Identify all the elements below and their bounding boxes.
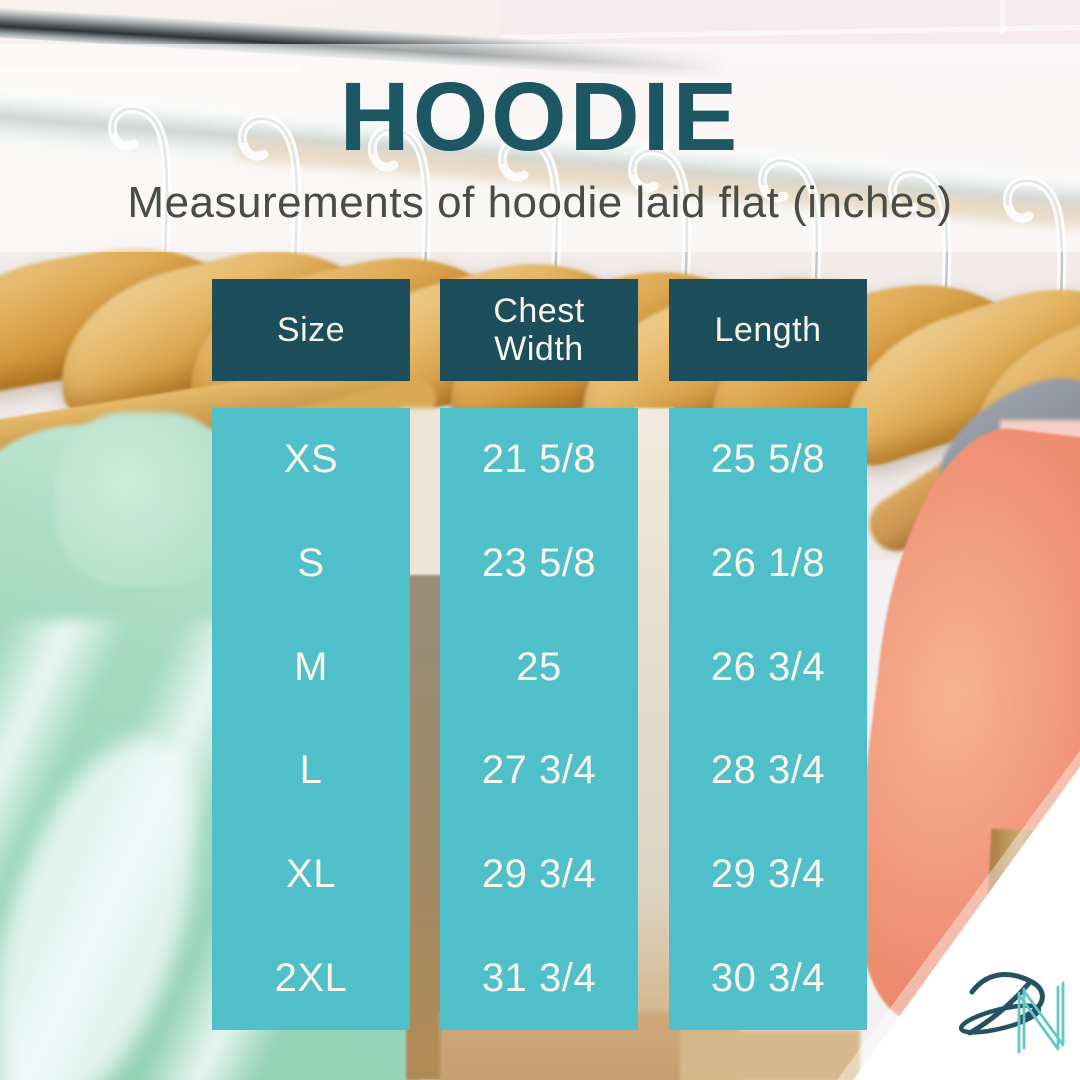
tile-mortar-joint	[1000, 0, 1005, 34]
logo-letter-d	[958, 972, 1045, 1036]
cream-knit-garment	[634, 408, 674, 1080]
logo-letter-n	[1017, 981, 1065, 1054]
length-column-header: Length	[669, 279, 867, 381]
chest-width-cell: 27 3/4	[481, 748, 597, 793]
size-cell: M	[294, 644, 328, 689]
size-cell: 2XL	[274, 955, 348, 1000]
size-cell: S	[297, 540, 325, 585]
length-cell: 26 3/4	[710, 644, 826, 689]
dn-logo	[958, 972, 1065, 1054]
length-column: Length 25 5/8 26 1/8 26 3/4 28 3/4 29 3/…	[669, 279, 867, 1030]
chest-width-cell: 25	[516, 644, 562, 689]
size-cell: L	[299, 748, 323, 793]
chest-width-column: Chest Width 21 5/8 23 5/8 25 27 3/4 29 3…	[440, 279, 638, 1030]
mint-knit-sleeve	[55, 412, 235, 587]
wooden-pole	[406, 575, 444, 1080]
size-column: Size XS S M L XL 2XL	[212, 279, 410, 1030]
chest-width-cell: 29 3/4	[481, 851, 597, 896]
title-wash-overlay	[0, 44, 1080, 252]
page-subtitle: Measurements of hoodie laid flat (inches…	[127, 177, 953, 227]
length-cell: 26 1/8	[710, 540, 826, 585]
chest-width-column-body: 21 5/8 23 5/8 25 27 3/4 29 3/4 31 3/4	[440, 408, 638, 1030]
length-cell: 28 3/4	[710, 748, 826, 793]
length-column-body: 25 5/8 26 1/8 26 3/4 28 3/4 29 3/4 30 3/…	[669, 408, 867, 1030]
size-column-body: XS S M L XL 2XL	[212, 408, 410, 1030]
tan-fabric	[680, 1030, 860, 1080]
page-title: HOODIE	[339, 62, 741, 171]
heading-block: HOODIE Measurements of hoodie laid flat …	[0, 66, 1080, 228]
chest-width-cell: 23 5/8	[481, 540, 597, 585]
size-cell: XS	[283, 437, 339, 482]
length-cell: 25 5/8	[710, 437, 826, 482]
size-cell: XL	[286, 851, 336, 896]
length-cell: 30 3/4	[710, 955, 826, 1000]
chest-width-cell: 31 3/4	[481, 955, 597, 1000]
chest-width-cell: 21 5/8	[481, 437, 597, 482]
chest-width-column-header: Chest Width	[440, 279, 638, 381]
length-cell: 29 3/4	[710, 851, 826, 896]
size-column-header: Size	[212, 279, 410, 381]
